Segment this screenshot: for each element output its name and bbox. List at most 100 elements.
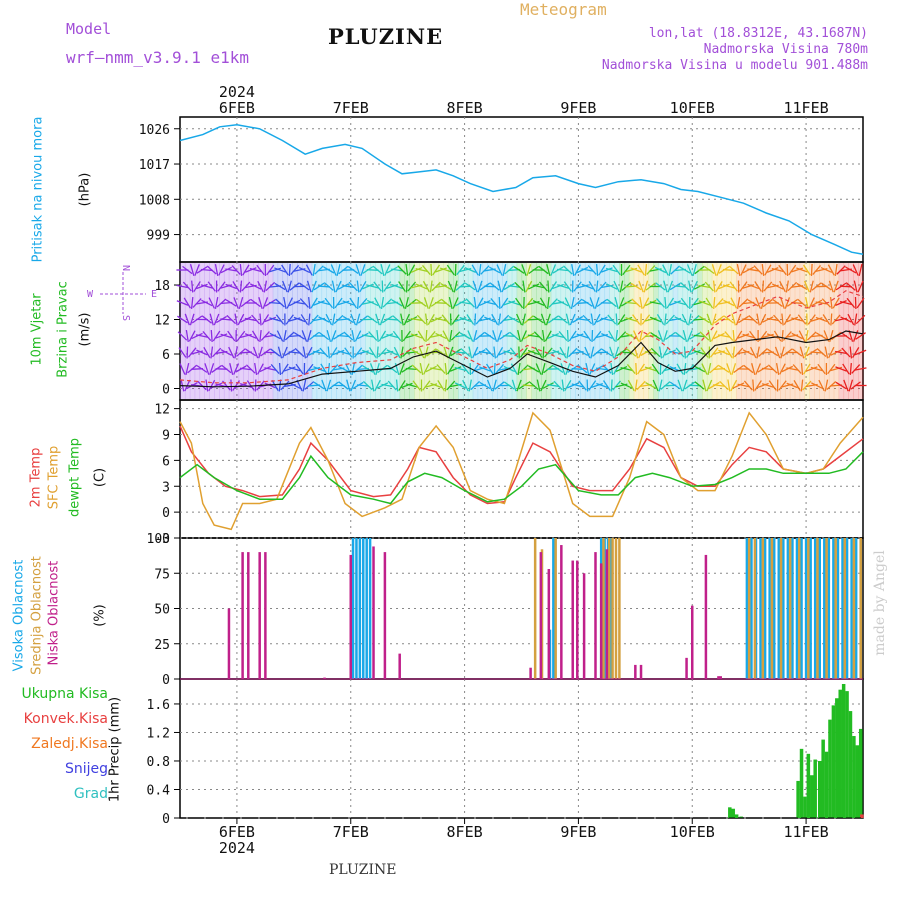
wind-field-column — [297, 263, 303, 399]
wind-arrow — [669, 300, 682, 306]
wind-arrow — [381, 333, 394, 339]
wind-arrow — [435, 267, 447, 273]
wind-arrow — [805, 296, 809, 310]
wind-arrow — [471, 363, 480, 375]
wind-field-column — [658, 263, 664, 399]
wind-arrow — [786, 382, 799, 389]
wind-field-column — [745, 263, 752, 399]
compass-s: S — [120, 315, 131, 321]
clouds-bar — [362, 538, 365, 679]
wind-arrow — [782, 331, 792, 341]
wind-arrow — [686, 264, 693, 276]
wind-arrow — [656, 298, 666, 308]
wind-arrow — [832, 297, 840, 309]
clouds-bar — [800, 538, 803, 679]
wind-arrow — [188, 330, 196, 342]
wind-arrow — [511, 379, 517, 392]
wind-field-column — [716, 263, 723, 399]
wind-arrow — [754, 281, 762, 292]
wind-arrow — [410, 317, 423, 322]
wind-arrow — [657, 330, 664, 342]
wind-arrow — [760, 297, 766, 309]
wind-arrow — [524, 297, 534, 309]
clouds-bar — [852, 538, 856, 679]
wind-arrow — [532, 284, 545, 289]
wind-arrow — [308, 349, 320, 356]
wind-field-column — [223, 263, 230, 399]
wind-field-column — [262, 263, 269, 399]
wind-arrow — [726, 363, 732, 375]
wind-arrow — [430, 263, 433, 277]
wind-arrow — [835, 300, 847, 306]
wind-arrow — [571, 368, 584, 370]
wind-arrow — [368, 331, 378, 341]
wind-arrow — [405, 280, 408, 293]
wind-arrow — [220, 349, 232, 356]
wind-arrow — [858, 264, 863, 276]
clouds-bar — [845, 538, 849, 679]
wind-arrow — [306, 280, 312, 293]
wind-field-column — [623, 263, 630, 399]
wind-arrow — [674, 300, 687, 306]
wind-arrow — [496, 264, 503, 276]
wind-arrow — [319, 347, 329, 358]
wind-arrow — [342, 284, 355, 289]
clouds-bar — [753, 538, 757, 679]
wind-arrow — [781, 329, 784, 343]
wind-arrow — [780, 297, 785, 309]
wind-field-column — [311, 263, 318, 399]
wind-field-column — [599, 263, 606, 399]
wind-arrow — [446, 264, 455, 276]
clouds-bar — [816, 538, 819, 679]
wind-arrow — [182, 265, 193, 275]
wind-ytick-label: 12 — [154, 314, 170, 329]
day-label-top: 8FEB — [447, 99, 483, 117]
clouds-bar — [691, 605, 694, 679]
precip-bar — [739, 816, 743, 818]
wind-arrow — [377, 347, 387, 358]
wind-arrow — [521, 264, 527, 276]
wind-arrow — [459, 301, 472, 305]
wind-arrow — [294, 347, 305, 358]
wind-arrow — [293, 301, 306, 305]
wind-arrow — [459, 316, 472, 323]
wind-arrow — [263, 280, 268, 293]
clouds-bar — [529, 667, 532, 679]
wind-arrow — [473, 330, 478, 342]
wind-arrow — [307, 330, 312, 342]
wind-arrow — [843, 379, 849, 392]
clouds-bar — [854, 538, 858, 679]
wind-arrow — [589, 297, 595, 309]
wind-arrow — [190, 296, 194, 310]
wind-field-column — [345, 263, 352, 399]
wind-arrow — [285, 314, 294, 325]
wind-arrow — [571, 263, 575, 277]
wind-arrow — [251, 330, 260, 342]
wind-arrow — [275, 314, 285, 325]
wind-arrow — [258, 297, 263, 309]
wind-arrow — [495, 364, 504, 374]
clouds-bar — [768, 538, 771, 679]
wind-arrow — [739, 281, 748, 292]
wind-arrow — [637, 363, 645, 375]
wind-field-column — [482, 263, 488, 399]
clouds-bar — [607, 538, 611, 679]
wind-field-column — [389, 263, 396, 399]
wind-arrow — [299, 282, 310, 291]
wind-field-column — [287, 263, 293, 399]
wind-field-column — [545, 263, 552, 399]
wind-arrow — [337, 334, 350, 338]
wind-arrow — [568, 330, 577, 342]
wind-arrow — [498, 296, 501, 310]
wind-field-column — [370, 263, 376, 399]
wind-arrow — [625, 317, 638, 322]
wind-arrow — [281, 264, 289, 276]
wind-arrow — [402, 330, 411, 342]
pressure-ytick-label: 1017 — [139, 158, 170, 173]
wind-arrow — [855, 332, 866, 340]
wind-arrow — [693, 300, 706, 306]
wind-arrow — [244, 267, 257, 273]
wind-arrow — [266, 264, 275, 276]
wind-field-column — [628, 263, 635, 399]
wind-arrow — [679, 266, 691, 274]
